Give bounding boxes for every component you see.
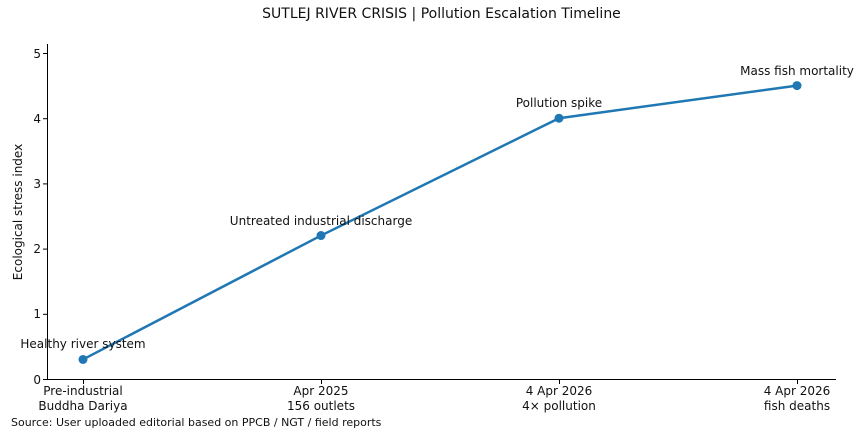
y-tick-label: 5 bbox=[33, 46, 41, 61]
series-line bbox=[81, 84, 799, 361]
point-annotation: Pollution spike bbox=[515, 96, 603, 111]
x-tick-label-line: 4 Apr 2026 bbox=[525, 384, 593, 398]
x-tick-label-line: fish deaths bbox=[763, 399, 831, 413]
point-annotation: Healthy river system bbox=[20, 337, 146, 352]
y-tick-label: 1 bbox=[33, 307, 41, 322]
x-tick-label: Apr 2025 156 outlets bbox=[287, 384, 355, 414]
data-point-marker bbox=[792, 81, 802, 91]
x-tick-label-line: Pre-industrial bbox=[43, 384, 123, 398]
y-tick-label: 4 bbox=[33, 111, 41, 126]
x-tick-label-line: Buddha Dariya bbox=[38, 399, 128, 413]
y-tick-label: 2 bbox=[33, 242, 41, 257]
x-tick-label: 4 Apr 2026 4× pollution bbox=[522, 384, 596, 414]
x-tick-label-line: 156 outlets bbox=[286, 399, 356, 413]
x-tick-label: Pre-industrial Buddha Dariya bbox=[38, 384, 127, 414]
point-annotation: Untreated industrial discharge bbox=[229, 213, 413, 228]
x-tick-label: 4 Apr 2026 fish deaths bbox=[764, 384, 831, 414]
point-annotation: Mass fish mortality bbox=[740, 63, 854, 78]
x-tick-label-line: 4× pollution bbox=[522, 399, 596, 413]
data-point-marker bbox=[316, 231, 326, 241]
y-tick-label: 3 bbox=[33, 176, 41, 191]
data-point-marker bbox=[78, 354, 88, 364]
y-tick-label: 0 bbox=[33, 372, 41, 387]
data-point-marker bbox=[554, 113, 564, 123]
x-tick-label-line: Apr 2025 bbox=[293, 384, 349, 398]
source-note: Source: User uploaded editorial based on… bbox=[11, 416, 382, 429]
x-tick-label-line: 4 Apr 2026 bbox=[763, 384, 831, 398]
chart-title: SUTLEJ RIVER CRISIS | Pollution Escalati… bbox=[262, 6, 621, 22]
